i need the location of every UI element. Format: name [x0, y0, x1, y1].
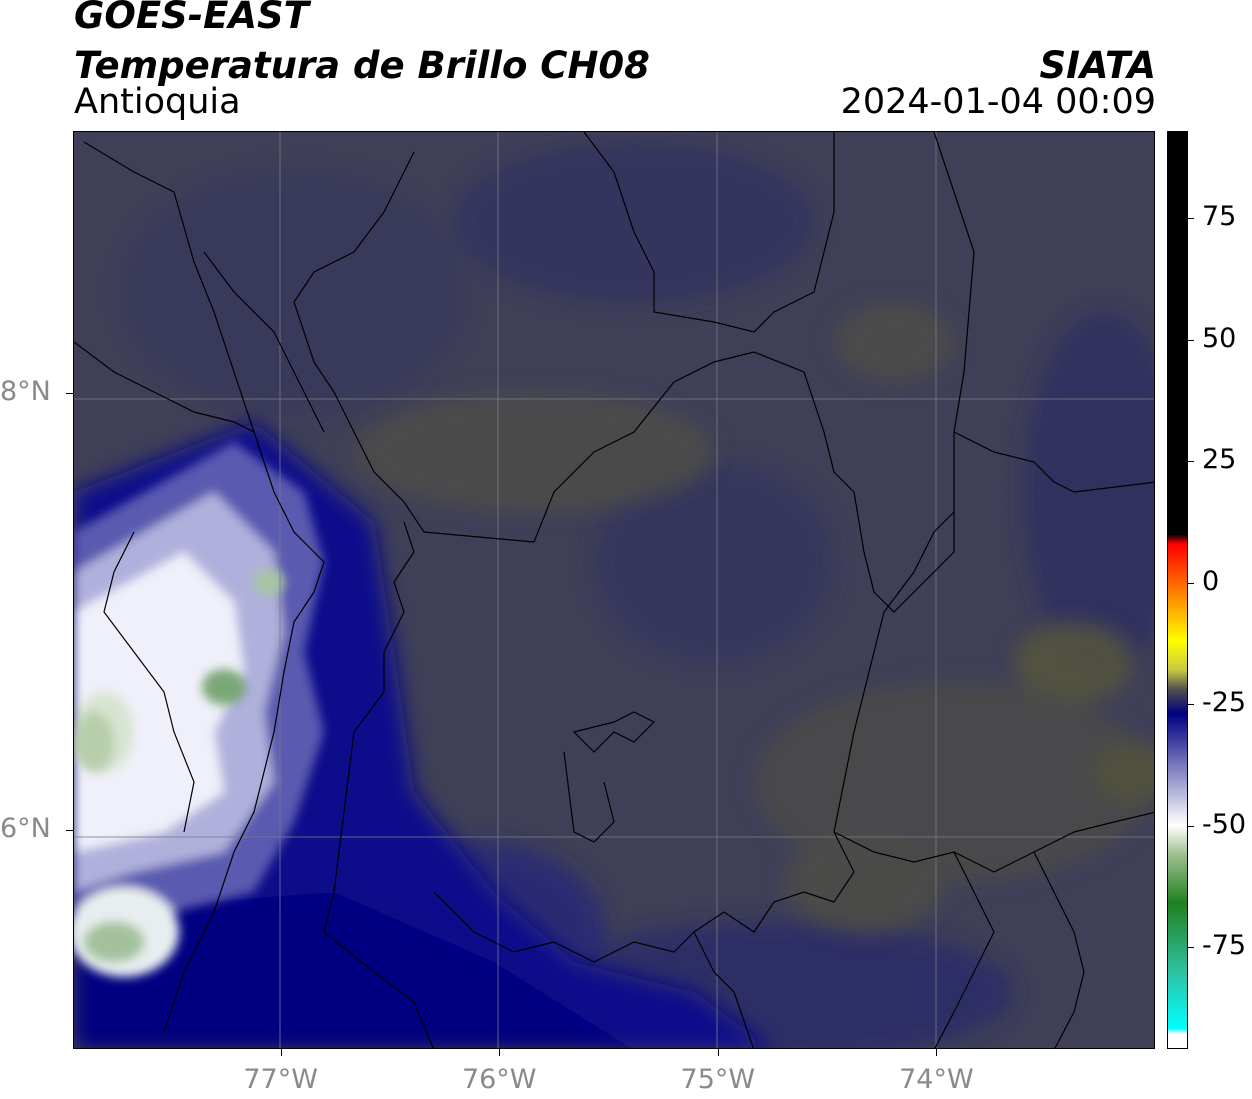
region-label: Antioquia	[74, 82, 241, 122]
colorbar-tick	[1188, 218, 1194, 220]
lon-tick-mark	[936, 1049, 938, 1056]
lat-tick-label: 8°N	[0, 376, 51, 408]
lon-tick-label: 76°W	[461, 1064, 537, 1095]
lon-tick-label: 75°W	[680, 1064, 756, 1095]
colorbar-tick	[1188, 947, 1194, 948]
cold-cloud-core	[74, 442, 324, 977]
colorbar-tick	[1188, 339, 1194, 341]
datetime-label: 2024-01-04 00:09	[840, 82, 1156, 122]
colorbar-label: 75	[1202, 201, 1237, 233]
satellite-title: GOES-EAST	[74, 0, 309, 37]
lon-tick-mark	[499, 1049, 501, 1056]
colorbar-label: 0	[1202, 565, 1220, 597]
lat-tick-mark	[66, 393, 73, 395]
borders	[74, 132, 1154, 1048]
lon-tick-label: 77°W	[243, 1064, 318, 1095]
colorbar-tick	[1188, 582, 1194, 584]
colorbar-tick	[1188, 461, 1194, 463]
colorbar-label: 25	[1202, 444, 1237, 476]
lon-tick-mark	[717, 1049, 719, 1056]
graticule	[74, 132, 1154, 1048]
colorbar-label: 50	[1202, 322, 1237, 354]
colorbar-tick	[1188, 825, 1194, 827]
lat-tick-label: 6°N	[0, 813, 51, 845]
product-title: Temperatura de Brillo CH08	[74, 44, 650, 87]
coldest-tops	[74, 568, 285, 962]
satellite-map[interactable]	[73, 131, 1155, 1049]
colorbar-label: -50	[1202, 808, 1247, 840]
agency-label: SIATA	[1039, 44, 1156, 87]
lon-tick-label: 74°W	[899, 1064, 974, 1095]
warm-patches	[354, 302, 1154, 932]
colorbar-label: -25	[1202, 687, 1247, 719]
map-canvas	[74, 132, 1154, 1048]
colorbar-label: -75	[1202, 930, 1247, 961]
lon-tick-mark	[280, 1049, 282, 1056]
colorbar	[1167, 131, 1188, 1049]
colorbar-tick	[1188, 704, 1194, 706]
lat-tick-mark	[66, 830, 73, 832]
